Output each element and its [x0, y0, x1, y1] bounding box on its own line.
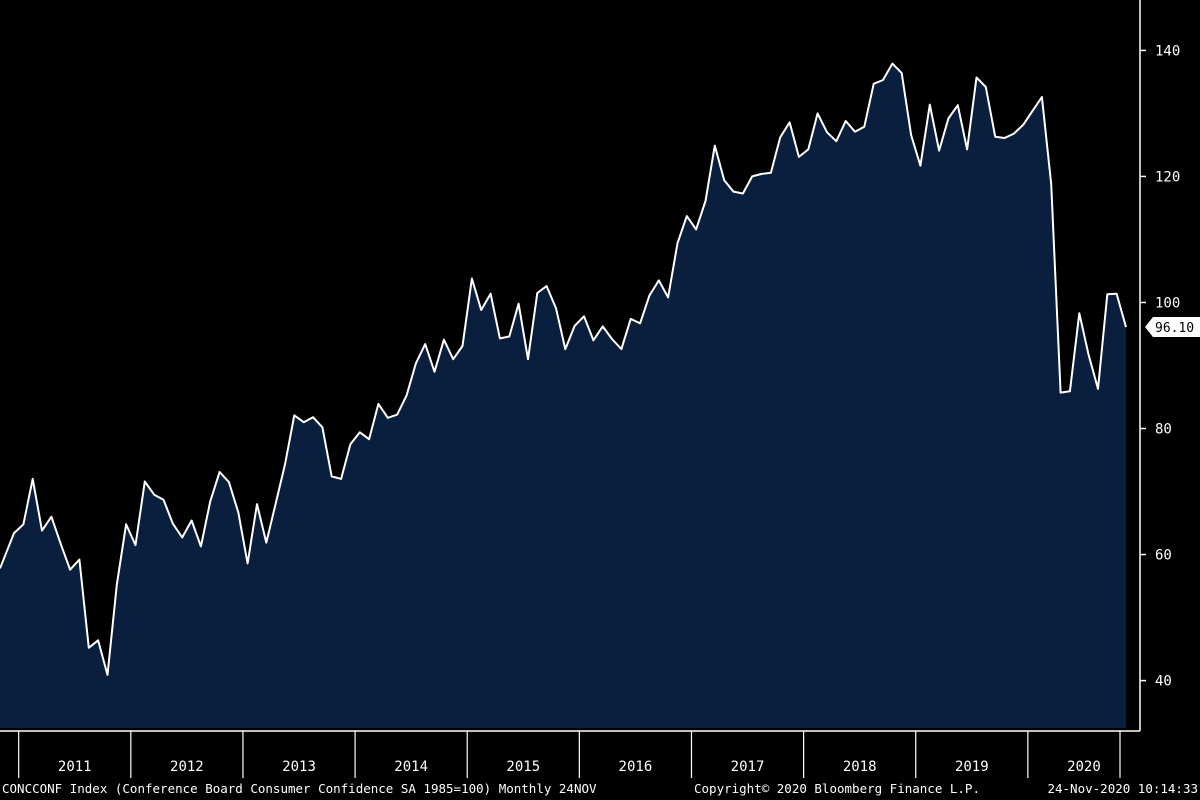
y-tick-label: 80	[1155, 422, 1172, 438]
footer-copyright: Copyright© 2020 Bloomberg Finance L.P.	[694, 781, 980, 796]
y-tick-label: 120	[1155, 169, 1180, 185]
x-tick-label: 2011	[58, 759, 92, 775]
last-value-label: 96.10	[1155, 321, 1194, 336]
x-axis-ticks: 2011 2012 2013 2014 2015 2016 2017 2018 2019 2020	[18, 731, 1121, 778]
last-value-marker: 96.10	[1145, 317, 1200, 338]
footer-index-description: CONCCONF Index (Conference Board Consume…	[2, 781, 597, 796]
series-line	[0, 62, 1127, 676]
x-tick-label: 2013	[282, 759, 316, 775]
x-tick-label: 2014	[394, 759, 428, 775]
y-tick-label: 140	[1155, 43, 1180, 59]
x-tick-label: 2015	[506, 759, 540, 775]
x-tick-label: 2012	[170, 759, 204, 775]
x-tick-label: 2017	[731, 759, 765, 775]
series-area	[0, 63, 1126, 729]
footer-timestamp: 24-Nov-2020 10:14:33	[1047, 781, 1198, 796]
chart-footer: CONCCONF Index (Conference Board Consume…	[0, 780, 1200, 800]
last-value-badge	[1145, 317, 1200, 338]
y-tick-label: 100	[1155, 295, 1180, 311]
y-tick-label: 60	[1155, 548, 1172, 564]
x-tick-label: 2019	[955, 759, 989, 775]
consumer-confidence-chart: 40 60 80 100 120 140 2011 2012 2013 2014 2015 2016…	[0, 0, 1200, 780]
x-tick-label: 2020	[1067, 759, 1101, 775]
x-tick-label: 2016	[619, 759, 653, 775]
x-tick-label: 2018	[843, 759, 877, 775]
y-axis-ticks: 40 60 80 100 120 140	[1140, 43, 1180, 690]
y-tick-label: 40	[1155, 674, 1172, 690]
